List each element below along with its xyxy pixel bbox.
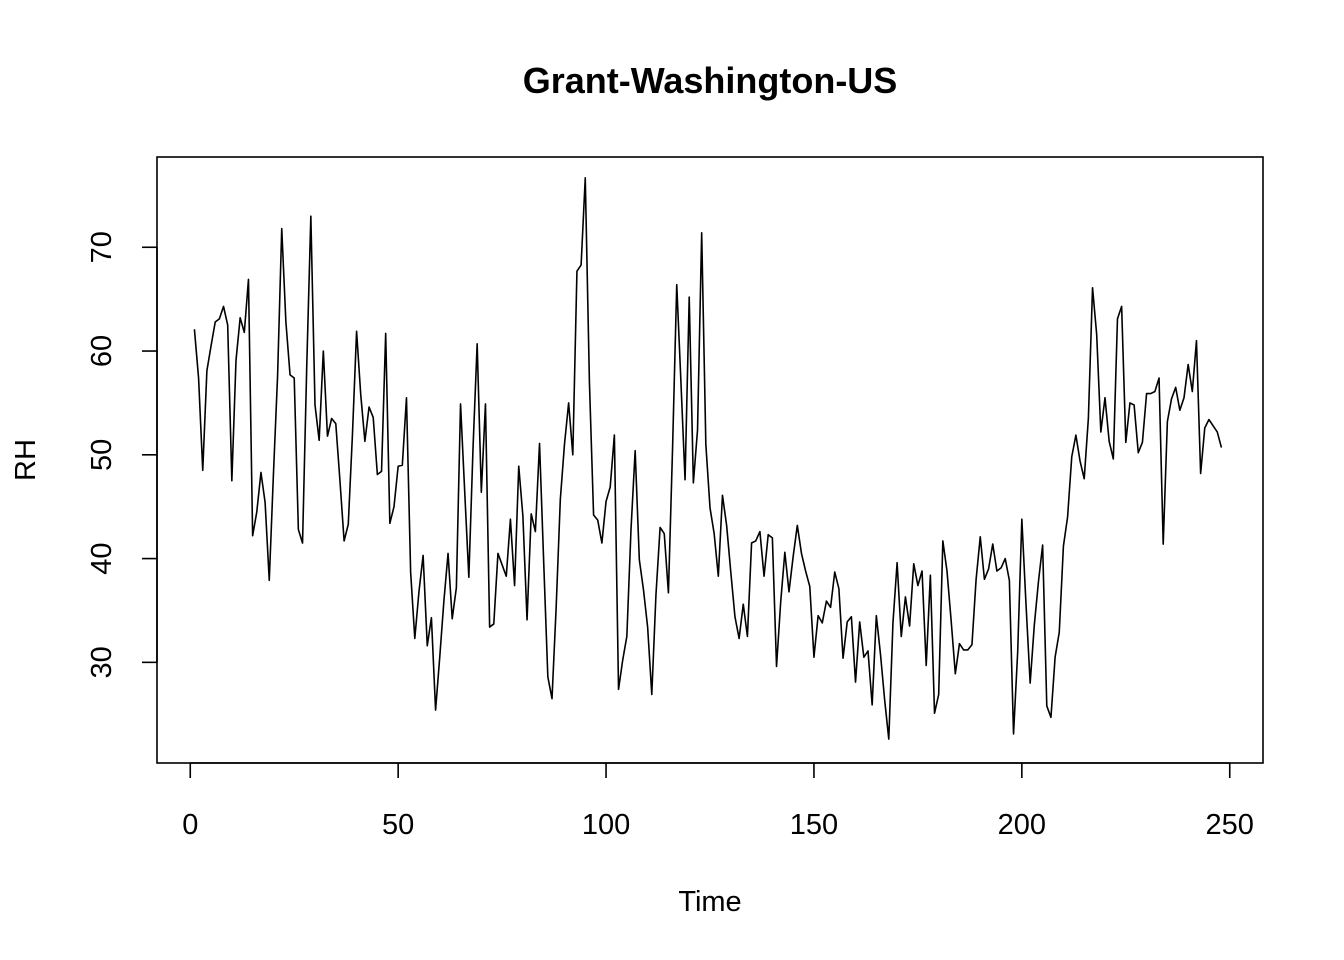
x-tick-label: 150 [790,809,838,841]
x-tick-label: 100 [582,809,630,841]
x-axis: 0 50 100 150 200 250 [182,762,1254,841]
y-tick-label: 40 [86,542,118,574]
x-tick-label: 250 [1206,809,1254,841]
y-tick-label: 30 [86,646,118,678]
chart-title: Grant-Washington-US [523,60,898,101]
y-axis: 30 40 50 60 70 [86,231,158,678]
y-tick-label: 50 [86,439,118,471]
x-tick-label: 50 [382,809,414,841]
x-tick-label: 0 [182,809,198,841]
x-tick-label: 200 [998,809,1046,841]
y-tick-label: 60 [86,335,118,367]
x-axis-label: Time [678,886,741,918]
y-tick-label: 70 [86,231,118,263]
y-axis-label: RH [10,439,42,481]
series-line [193,176,1223,740]
plot-frame [156,156,1264,764]
